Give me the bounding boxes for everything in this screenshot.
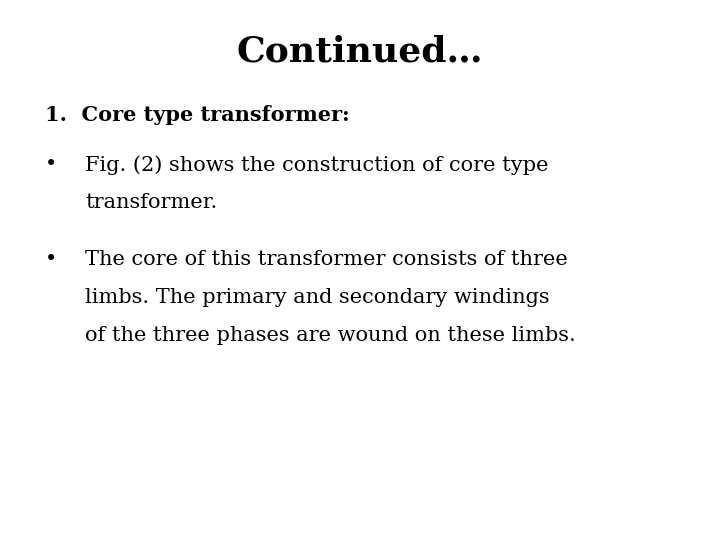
Text: transformer.: transformer. xyxy=(85,193,217,212)
Text: 1.  Core type transformer:: 1. Core type transformer: xyxy=(45,105,350,125)
Text: Continued…: Continued… xyxy=(237,35,483,69)
Text: Fig. (2) shows the construction of core type: Fig. (2) shows the construction of core … xyxy=(85,155,549,174)
Text: The core of this transformer consists of three: The core of this transformer consists of… xyxy=(85,250,568,269)
Text: •: • xyxy=(45,250,58,269)
Text: of the three phases are wound on these limbs.: of the three phases are wound on these l… xyxy=(85,326,576,345)
Text: •: • xyxy=(45,155,58,174)
Text: limbs. The primary and secondary windings: limbs. The primary and secondary winding… xyxy=(85,288,549,307)
